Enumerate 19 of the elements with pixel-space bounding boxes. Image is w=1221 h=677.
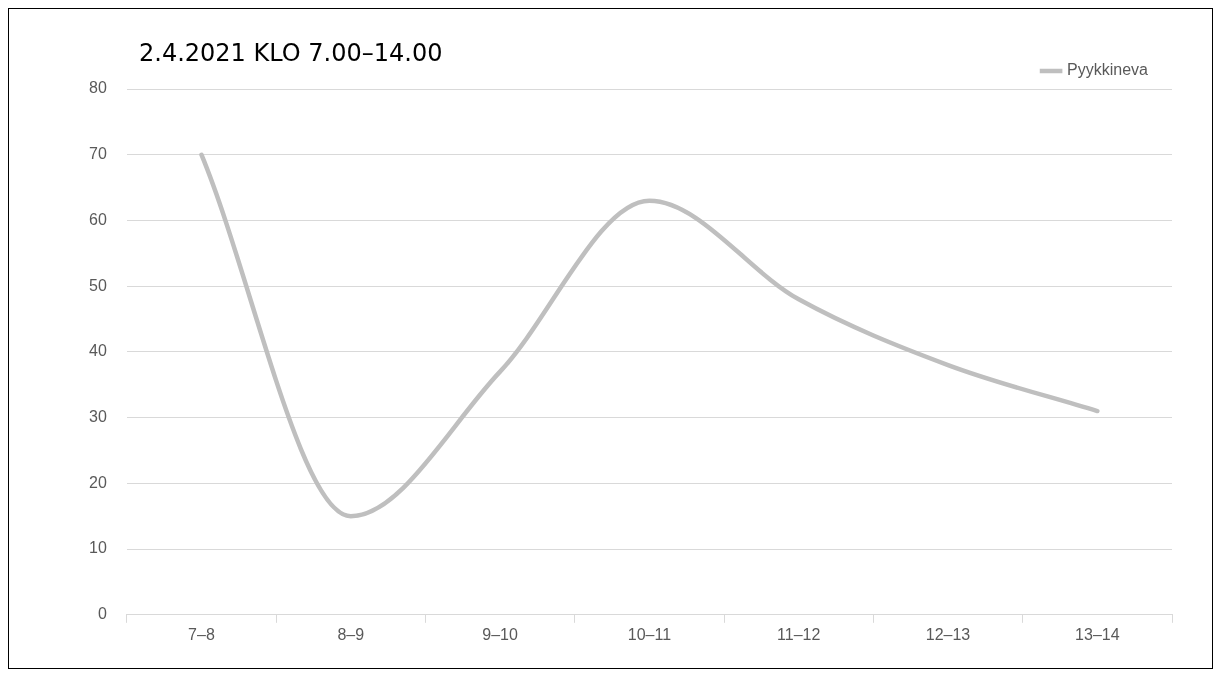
y-tick-label: 0 — [97, 605, 107, 623]
x-tick-label: 10–11 — [627, 625, 672, 643]
y-tick-label: 30 — [89, 408, 107, 426]
y-tick-label: 70 — [89, 145, 107, 163]
chart-title: 2.4.2021 KLO 7.00–14.00 — [139, 39, 443, 67]
x-tick-label: 12–13 — [925, 625, 971, 643]
x-tick-label: 13–14 — [1075, 625, 1120, 643]
y-tick-label: 80 — [89, 79, 107, 97]
legend-label: Pyykkineva — [1067, 61, 1149, 79]
x-tick-label: 8–9 — [337, 625, 365, 643]
y-tick-label: 60 — [89, 210, 107, 228]
y-tick-label: 40 — [89, 342, 107, 360]
y-tick-label: 50 — [89, 276, 107, 294]
line-series — [199, 152, 1100, 519]
y-tick-label: 20 — [89, 473, 107, 491]
x-tick-label: 9–10 — [482, 625, 518, 643]
x-tick-label: 7–8 — [188, 625, 215, 643]
x-tick-label: 11–12 — [777, 625, 821, 643]
y-tick-label: 10 — [89, 539, 107, 557]
